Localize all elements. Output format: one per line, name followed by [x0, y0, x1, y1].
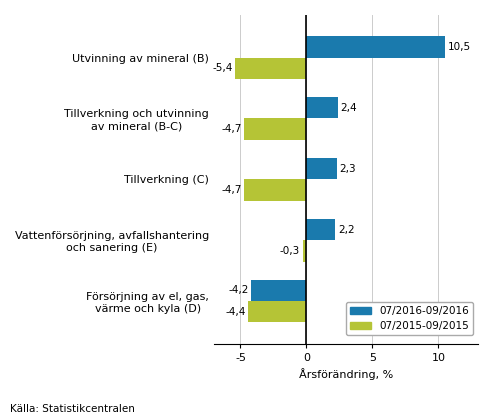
Legend: 07/2016-09/2016, 07/2015-09/2015: 07/2016-09/2016, 07/2015-09/2015	[346, 302, 473, 335]
Bar	[307, 97, 338, 119]
Text: -5,4: -5,4	[212, 63, 233, 73]
Text: -4,7: -4,7	[222, 185, 242, 195]
Text: 2,4: 2,4	[341, 103, 357, 113]
Bar	[235, 57, 307, 79]
Bar	[251, 280, 307, 301]
Bar	[245, 179, 307, 201]
Text: -4,2: -4,2	[228, 285, 248, 295]
Text: -0,3: -0,3	[280, 246, 300, 256]
Bar	[303, 240, 307, 262]
Bar	[307, 36, 445, 57]
Text: -4,7: -4,7	[222, 124, 242, 134]
Text: 2,3: 2,3	[339, 164, 356, 174]
X-axis label: Årsförändring, %: Årsförändring, %	[299, 368, 393, 380]
Text: 2,2: 2,2	[338, 225, 354, 235]
Text: -4,4: -4,4	[226, 307, 246, 317]
Text: 10,5: 10,5	[447, 42, 470, 52]
Bar	[245, 119, 307, 140]
Bar	[248, 301, 307, 322]
Bar	[307, 219, 336, 240]
Text: Källa: Statistikcentralen: Källa: Statistikcentralen	[10, 404, 135, 414]
Bar	[307, 158, 337, 179]
